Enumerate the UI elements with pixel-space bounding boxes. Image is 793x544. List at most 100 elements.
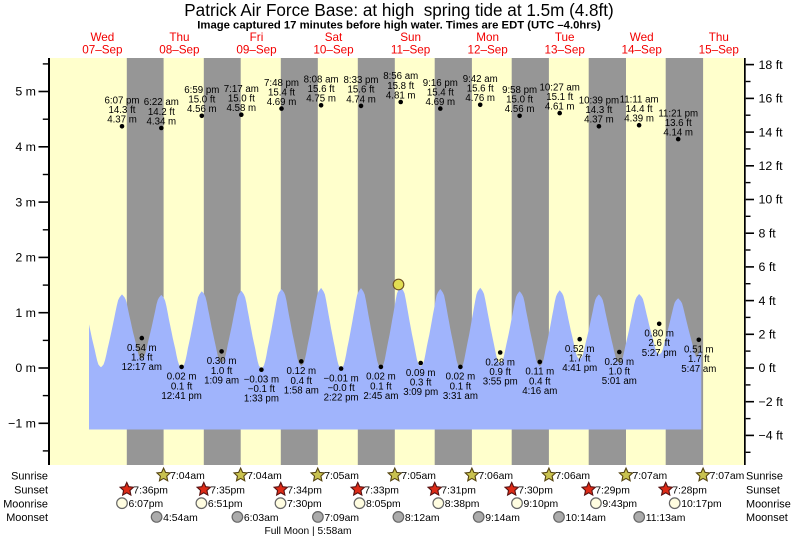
svg-text:6:51pm: 6:51pm — [208, 499, 243, 510]
svg-text:0.28 m: 0.28 m — [485, 357, 515, 368]
svg-text:−0.0 ft: −0.0 ft — [327, 383, 355, 394]
svg-text:Moonset: Moonset — [746, 512, 788, 524]
svg-text:1.8 ft: 1.8 ft — [131, 353, 153, 364]
svg-text:14.3 ft: 14.3 ft — [585, 105, 612, 116]
svg-text:6 ft: 6 ft — [759, 260, 777, 274]
svg-text:4.75 m: 4.75 m — [306, 94, 336, 105]
svg-text:−1 m: −1 m — [8, 417, 36, 431]
svg-text:12 ft: 12 ft — [759, 159, 784, 173]
svg-text:10–Sep: 10–Sep — [313, 44, 354, 57]
svg-text:15.8 ft: 15.8 ft — [387, 81, 414, 92]
svg-text:2 ft: 2 ft — [759, 328, 777, 342]
svg-text:4 ft: 4 ft — [759, 294, 777, 308]
svg-text:Fri: Fri — [250, 31, 264, 44]
svg-text:0.9 ft: 0.9 ft — [489, 367, 511, 378]
svg-text:−4 ft: −4 ft — [759, 429, 784, 443]
svg-text:4:41 pm: 4:41 pm — [562, 363, 597, 374]
svg-text:0.1 ft: 0.1 ft — [450, 381, 472, 392]
svg-text:1.0 ft: 1.0 ft — [609, 366, 631, 377]
svg-text:1:33 pm: 1:33 pm — [244, 394, 279, 405]
svg-text:4.69 m: 4.69 m — [267, 97, 297, 108]
svg-text:7:31pm: 7:31pm — [441, 485, 476, 496]
svg-text:4.81 m: 4.81 m — [386, 90, 416, 101]
svg-text:18 ft: 18 ft — [759, 58, 784, 72]
svg-text:0 m: 0 m — [15, 361, 36, 375]
svg-text:0.09 m: 0.09 m — [406, 368, 436, 379]
svg-text:0.52 m: 0.52 m — [565, 344, 595, 355]
svg-text:1:09 am: 1:09 am — [204, 375, 239, 386]
svg-text:Moonset: Moonset — [6, 512, 48, 524]
svg-text:7:06am: 7:06am — [555, 471, 590, 482]
svg-text:15–Sep: 15–Sep — [699, 44, 740, 57]
svg-text:7:04am: 7:04am — [247, 471, 282, 482]
svg-text:12:41 pm: 12:41 pm — [161, 391, 201, 402]
svg-text:Image captured 17 minutes befo: Image captured 17 minutes before high wa… — [197, 20, 601, 32]
svg-text:Moonrise: Moonrise — [3, 499, 48, 511]
svg-text:8:05pm: 8:05pm — [366, 499, 401, 510]
svg-text:−0.01 m: −0.01 m — [323, 373, 358, 384]
svg-text:13.6 ft: 13.6 ft — [665, 118, 692, 129]
svg-text:8:12am: 8:12am — [405, 513, 440, 524]
svg-text:7:36pm: 7:36pm — [133, 485, 168, 496]
svg-text:4.74 m: 4.74 m — [346, 94, 376, 105]
svg-text:7:29pm: 7:29pm — [595, 485, 630, 496]
svg-text:1 m: 1 m — [15, 306, 36, 320]
svg-text:10:17pm: 10:17pm — [681, 499, 721, 510]
svg-text:0.02 m: 0.02 m — [366, 372, 396, 383]
svg-text:11:13am: 11:13am — [646, 513, 686, 524]
svg-text:3 m: 3 m — [15, 195, 36, 209]
svg-text:4.61 m: 4.61 m — [545, 102, 575, 113]
svg-text:0.4 ft: 0.4 ft — [529, 376, 551, 387]
svg-text:11:21 pm: 11:21 pm — [658, 108, 698, 119]
svg-text:5:47 am: 5:47 am — [681, 364, 716, 375]
svg-text:Mon: Mon — [476, 31, 499, 44]
svg-text:13–Sep: 13–Sep — [545, 44, 586, 57]
svg-text:7:35pm: 7:35pm — [210, 485, 245, 496]
svg-text:9:42 am: 9:42 am — [463, 74, 498, 85]
svg-text:4.56 m: 4.56 m — [505, 104, 535, 115]
svg-text:12:17 am: 12:17 am — [122, 362, 162, 373]
svg-text:8:08 am: 8:08 am — [304, 75, 339, 86]
svg-text:0.30 m: 0.30 m — [207, 356, 237, 367]
svg-text:0.02 m: 0.02 m — [167, 372, 197, 383]
svg-text:6:03am: 6:03am — [244, 513, 279, 524]
svg-text:15.6 ft: 15.6 ft — [308, 84, 335, 95]
svg-text:10:14am: 10:14am — [566, 513, 606, 524]
svg-text:0.1 ft: 0.1 ft — [370, 381, 392, 392]
svg-text:1:58 am: 1:58 am — [284, 385, 319, 396]
svg-text:1.0 ft: 1.0 ft — [211, 366, 233, 377]
svg-text:8 ft: 8 ft — [759, 226, 777, 240]
svg-text:8:56 am: 8:56 am — [383, 71, 418, 82]
svg-text:7:09am: 7:09am — [324, 513, 359, 524]
svg-text:16 ft: 16 ft — [759, 92, 784, 106]
svg-text:9:43pm: 9:43pm — [602, 499, 637, 510]
svg-text:6:59 pm: 6:59 pm — [184, 85, 219, 96]
svg-text:9:14am: 9:14am — [485, 513, 520, 524]
svg-text:7:30pm: 7:30pm — [518, 485, 553, 496]
svg-text:−2 ft: −2 ft — [759, 395, 784, 409]
svg-text:5:01 am: 5:01 am — [602, 376, 637, 387]
svg-text:11–Sep: 11–Sep — [391, 44, 431, 57]
svg-text:15.0 ft: 15.0 ft — [228, 94, 255, 105]
svg-text:10:39 pm: 10:39 pm — [579, 96, 619, 107]
svg-text:08–Sep: 08–Sep — [159, 44, 200, 57]
svg-text:8:38pm: 8:38pm — [445, 499, 480, 510]
svg-text:4.56 m: 4.56 m — [187, 104, 217, 115]
svg-text:4:54am: 4:54am — [163, 513, 198, 524]
svg-text:15.4 ft: 15.4 ft — [427, 87, 454, 98]
svg-text:4:16 am: 4:16 am — [522, 386, 557, 397]
svg-text:4.76 m: 4.76 m — [465, 93, 495, 104]
svg-text:7:17 am: 7:17 am — [224, 84, 259, 95]
svg-text:0.1 ft: 0.1 ft — [171, 381, 193, 392]
svg-text:15.6 ft: 15.6 ft — [467, 84, 494, 95]
svg-text:4.37 m: 4.37 m — [584, 115, 614, 126]
svg-text:Sunset: Sunset — [14, 485, 48, 497]
svg-text:15.4 ft: 15.4 ft — [268, 87, 295, 98]
svg-text:4.39 m: 4.39 m — [624, 114, 654, 125]
svg-text:10 ft: 10 ft — [759, 193, 784, 207]
svg-text:0.80 m: 0.80 m — [644, 329, 674, 340]
svg-text:14.2 ft: 14.2 ft — [148, 107, 175, 118]
svg-text:7:28pm: 7:28pm — [672, 485, 707, 496]
svg-text:14–Sep: 14–Sep — [622, 44, 663, 57]
svg-text:3:31 am: 3:31 am — [443, 391, 478, 402]
